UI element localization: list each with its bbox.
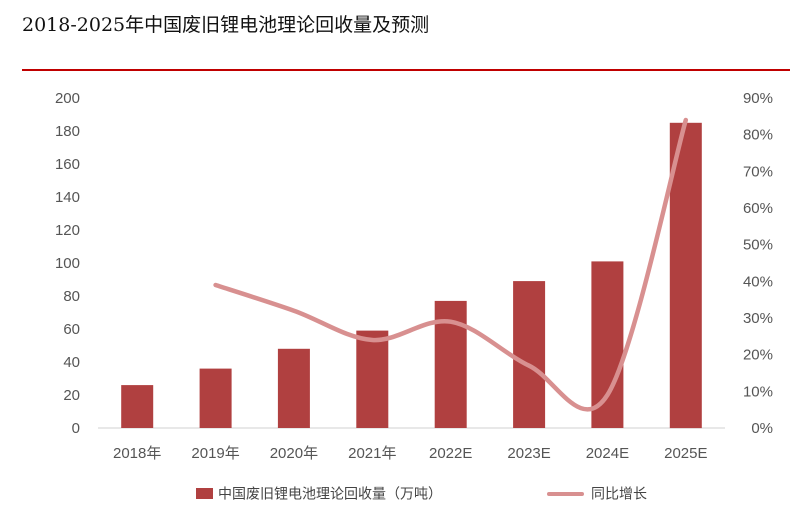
bar-2020年 [277,348,310,428]
x-tick-label: 2025E [664,445,707,462]
legend-swatch-bar [196,488,213,499]
title-divider [22,69,790,71]
left-tick-label: 0 [72,420,80,437]
x-tick-label: 2018年 [113,445,161,462]
left-axis-ticks: 0 20 40 60 80 100 120 140 160 180 200 [55,90,80,437]
right-tick-label: 0% [751,420,773,437]
bar-2018年 [121,385,154,428]
bar-group [121,122,702,429]
chart-title: 2018-2025年中国废旧锂电池理论回收量及预测 [22,14,430,36]
left-tick-label: 40 [63,354,80,371]
left-tick-label: 180 [55,123,80,140]
legend-label-line: 同比增长 [591,487,647,503]
x-axis-ticks: 2018年 2019年 2020年 2021年 2022E 2023E 2024E 2025E [113,445,707,462]
x-tick-label: 2022E [429,445,472,462]
right-tick-label: 40% [743,273,773,290]
left-tick-label: 120 [55,222,80,239]
right-tick-label: 60% [743,200,773,217]
legend-label-bar: 中国废旧锂电池理论回收量（万吨） [218,487,442,503]
left-tick-label: 160 [55,156,80,173]
right-tick-label: 50% [743,237,773,254]
right-tick-label: 90% [743,90,773,107]
x-tick-label: 2024E [586,445,629,462]
growth-line-group [213,117,689,412]
bar-2025E [669,122,702,429]
bar-2021年 [356,330,389,428]
right-tick-label: 20% [743,347,773,364]
right-tick-label: 70% [743,163,773,180]
bar-2024E [591,261,624,428]
bar-2023E [513,281,546,428]
left-tick-label: 80 [63,288,80,305]
legend: 中国废旧锂电池理论回收量（万吨） 同比增长 [196,487,647,503]
right-tick-label: 10% [743,383,773,400]
bar-2019年 [199,368,232,428]
x-tick-label: 2019年 [191,445,239,462]
x-tick-label: 2020年 [270,445,318,462]
left-tick-label: 100 [55,255,80,272]
left-tick-label: 200 [55,90,80,107]
left-tick-label: 60 [63,321,80,338]
right-axis-ticks: 0% 10% 20% 30% 40% 50% 60% 70% 80% 90% [743,90,773,437]
left-tick-label: 140 [55,189,80,206]
x-tick-label: 2023E [507,445,550,462]
growth-line [213,117,689,412]
right-tick-label: 30% [743,310,773,327]
x-tick-label: 2021年 [348,445,396,462]
left-tick-label: 20 [63,387,80,404]
right-tick-label: 80% [743,127,773,144]
